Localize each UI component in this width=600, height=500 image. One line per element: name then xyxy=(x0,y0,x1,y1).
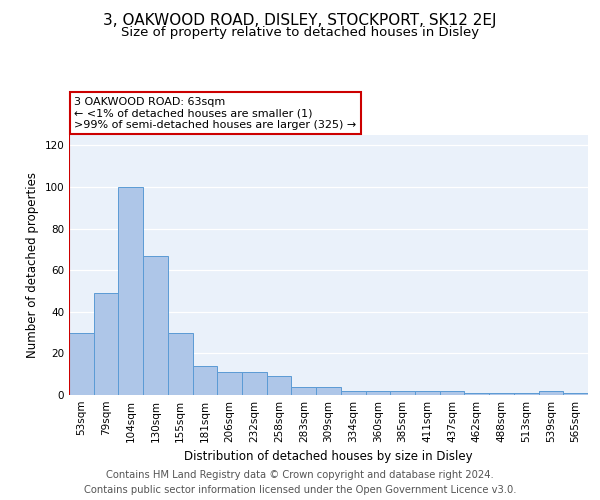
X-axis label: Distribution of detached houses by size in Disley: Distribution of detached houses by size … xyxy=(184,450,473,464)
Bar xyxy=(365,391,390,395)
Text: 3 OAKWOOD ROAD: 63sqm
← <1% of detached houses are smaller (1)
>99% of semi-deta: 3 OAKWOOD ROAD: 63sqm ← <1% of detached … xyxy=(74,96,356,130)
Bar xyxy=(94,293,118,395)
Bar xyxy=(464,393,489,395)
Bar xyxy=(193,366,217,395)
Bar xyxy=(514,393,539,395)
Bar xyxy=(415,391,440,395)
Text: Size of property relative to detached houses in Disley: Size of property relative to detached ho… xyxy=(121,26,479,39)
Bar xyxy=(563,393,588,395)
Bar xyxy=(316,386,341,395)
Y-axis label: Number of detached properties: Number of detached properties xyxy=(26,172,39,358)
Bar xyxy=(292,386,316,395)
Bar xyxy=(267,376,292,395)
Bar xyxy=(168,332,193,395)
Bar xyxy=(242,372,267,395)
Bar xyxy=(390,391,415,395)
Bar xyxy=(118,187,143,395)
Bar xyxy=(489,393,514,395)
Bar xyxy=(440,391,464,395)
Text: Contains HM Land Registry data © Crown copyright and database right 2024.: Contains HM Land Registry data © Crown c… xyxy=(106,470,494,480)
Bar xyxy=(341,391,365,395)
Text: Contains public sector information licensed under the Open Government Licence v3: Contains public sector information licen… xyxy=(84,485,516,495)
Bar xyxy=(69,332,94,395)
Text: 3, OAKWOOD ROAD, DISLEY, STOCKPORT, SK12 2EJ: 3, OAKWOOD ROAD, DISLEY, STOCKPORT, SK12… xyxy=(103,12,497,28)
Bar xyxy=(143,256,168,395)
Bar xyxy=(539,391,563,395)
Bar xyxy=(217,372,242,395)
